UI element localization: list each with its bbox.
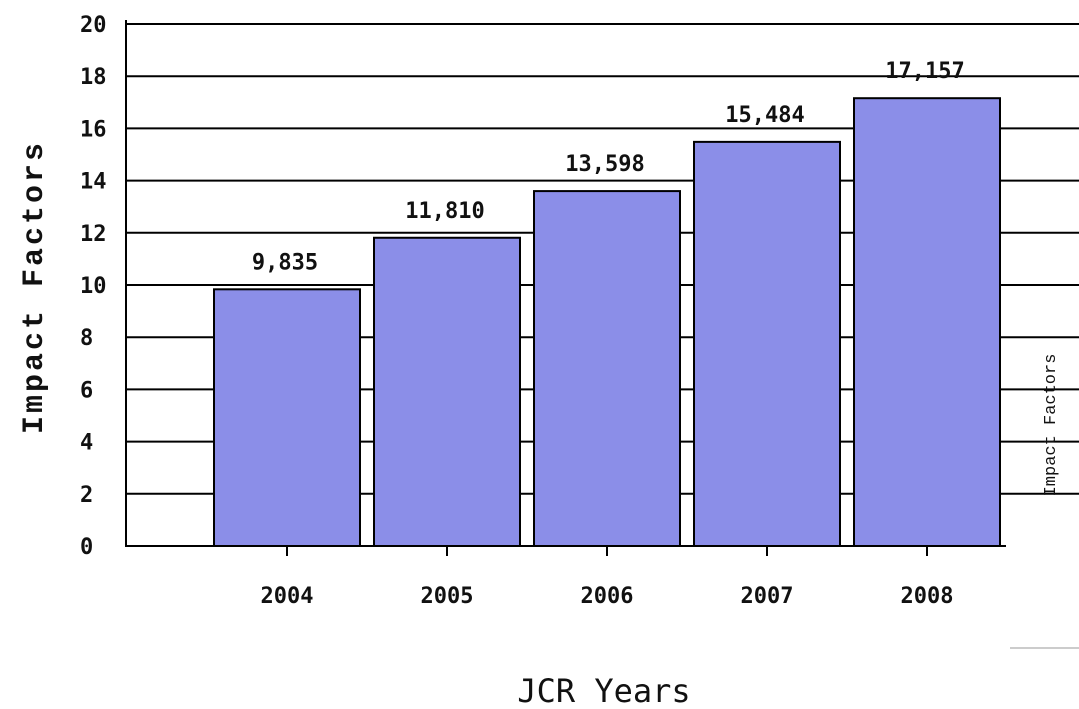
x-axis-label: JCR Years <box>517 672 690 709</box>
x-tick-label: 2005 <box>421 584 474 609</box>
y-tick-label: 4 <box>80 431 93 456</box>
y-tick-label: 0 <box>80 535 93 560</box>
secondary-y-axis-label: Impact Factors <box>1042 354 1061 497</box>
y-axis-label: Impact Factors <box>18 140 52 434</box>
bar-2006 <box>533 190 681 547</box>
data-label: 9,835 <box>252 250 318 275</box>
y-tick-label: 2 <box>80 483 93 508</box>
data-label: 13,598 <box>565 152 644 177</box>
y-tick-label: 10 <box>80 274 107 299</box>
axes <box>125 20 1006 547</box>
data-label: 15,484 <box>725 103 804 128</box>
tick-labels: 0 2 4 6 8 10 12 14 16 18 20 2004 2005 2006 2007 2008 <box>80 13 953 609</box>
x-tick-label: 2007 <box>741 584 794 609</box>
y-tick-label: 8 <box>80 326 93 351</box>
bar-2005 <box>373 236 521 547</box>
bar-2007 <box>693 140 841 547</box>
bar-2004 <box>213 288 361 547</box>
x-tick-label: 2006 <box>581 584 634 609</box>
bar-2008 <box>853 97 1001 547</box>
y-tick-label: 6 <box>80 378 93 403</box>
y-tick-label: 20 <box>80 13 107 38</box>
x-tick-label: 2008 <box>901 584 954 609</box>
y-tick-label: 12 <box>80 222 107 247</box>
y-tick-label: 16 <box>80 117 107 142</box>
data-label: 17,157 <box>885 59 964 84</box>
x-tick-label: 2004 <box>261 584 314 609</box>
data-labels: 9,835 11,810 13,598 15,484 17,157 <box>252 59 965 275</box>
data-label: 11,810 <box>405 199 484 224</box>
y-tick-label: 14 <box>80 170 107 195</box>
y-tick-label: 18 <box>80 65 107 90</box>
